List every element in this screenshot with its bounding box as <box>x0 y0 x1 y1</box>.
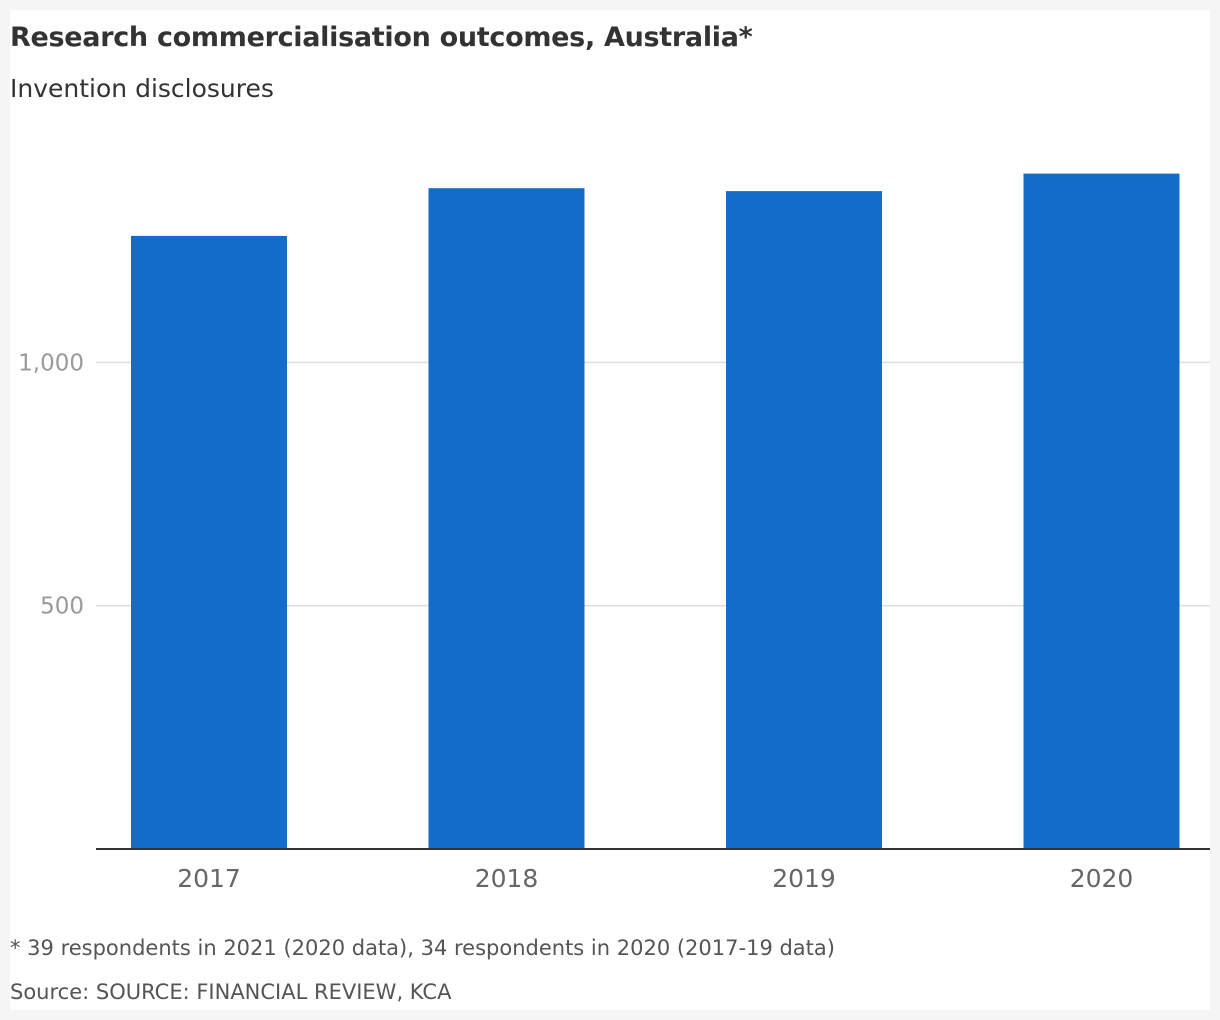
y-axis-ticks: 500 1,000 <box>18 350 84 619</box>
bar-2020 <box>1023 173 1180 850</box>
x-axis-ticks: 2017 2018 2019 2020 <box>177 864 1133 893</box>
y-tick-label: 500 <box>40 594 84 620</box>
bar-2019 <box>726 191 882 849</box>
x-tick-label: 2019 <box>772 864 836 893</box>
chart-subtitle: Invention disclosures <box>10 74 274 103</box>
bar-2017 <box>131 235 287 849</box>
x-tick-label: 2018 <box>475 864 539 893</box>
y-tick-label: 1,000 <box>18 350 84 376</box>
chart-title: Research commercialisation outcomes, Aus… <box>10 22 753 53</box>
x-tick-label: 2020 <box>1070 864 1134 893</box>
chart-source: Source: SOURCE: FINANCIAL REVIEW, KCA <box>10 980 452 1004</box>
bar-2018 <box>428 188 585 849</box>
chart-footnote: * 39 respondents in 2021 (2020 data), 34… <box>10 936 835 960</box>
chart-card: Research commercialisation outcomes, Aus… <box>10 10 1210 1010</box>
x-tick-label: 2017 <box>177 864 241 893</box>
bar-chart: 500 1,000 2017 2018 2019 2020 <box>18 173 1210 893</box>
bars <box>131 173 1180 850</box>
